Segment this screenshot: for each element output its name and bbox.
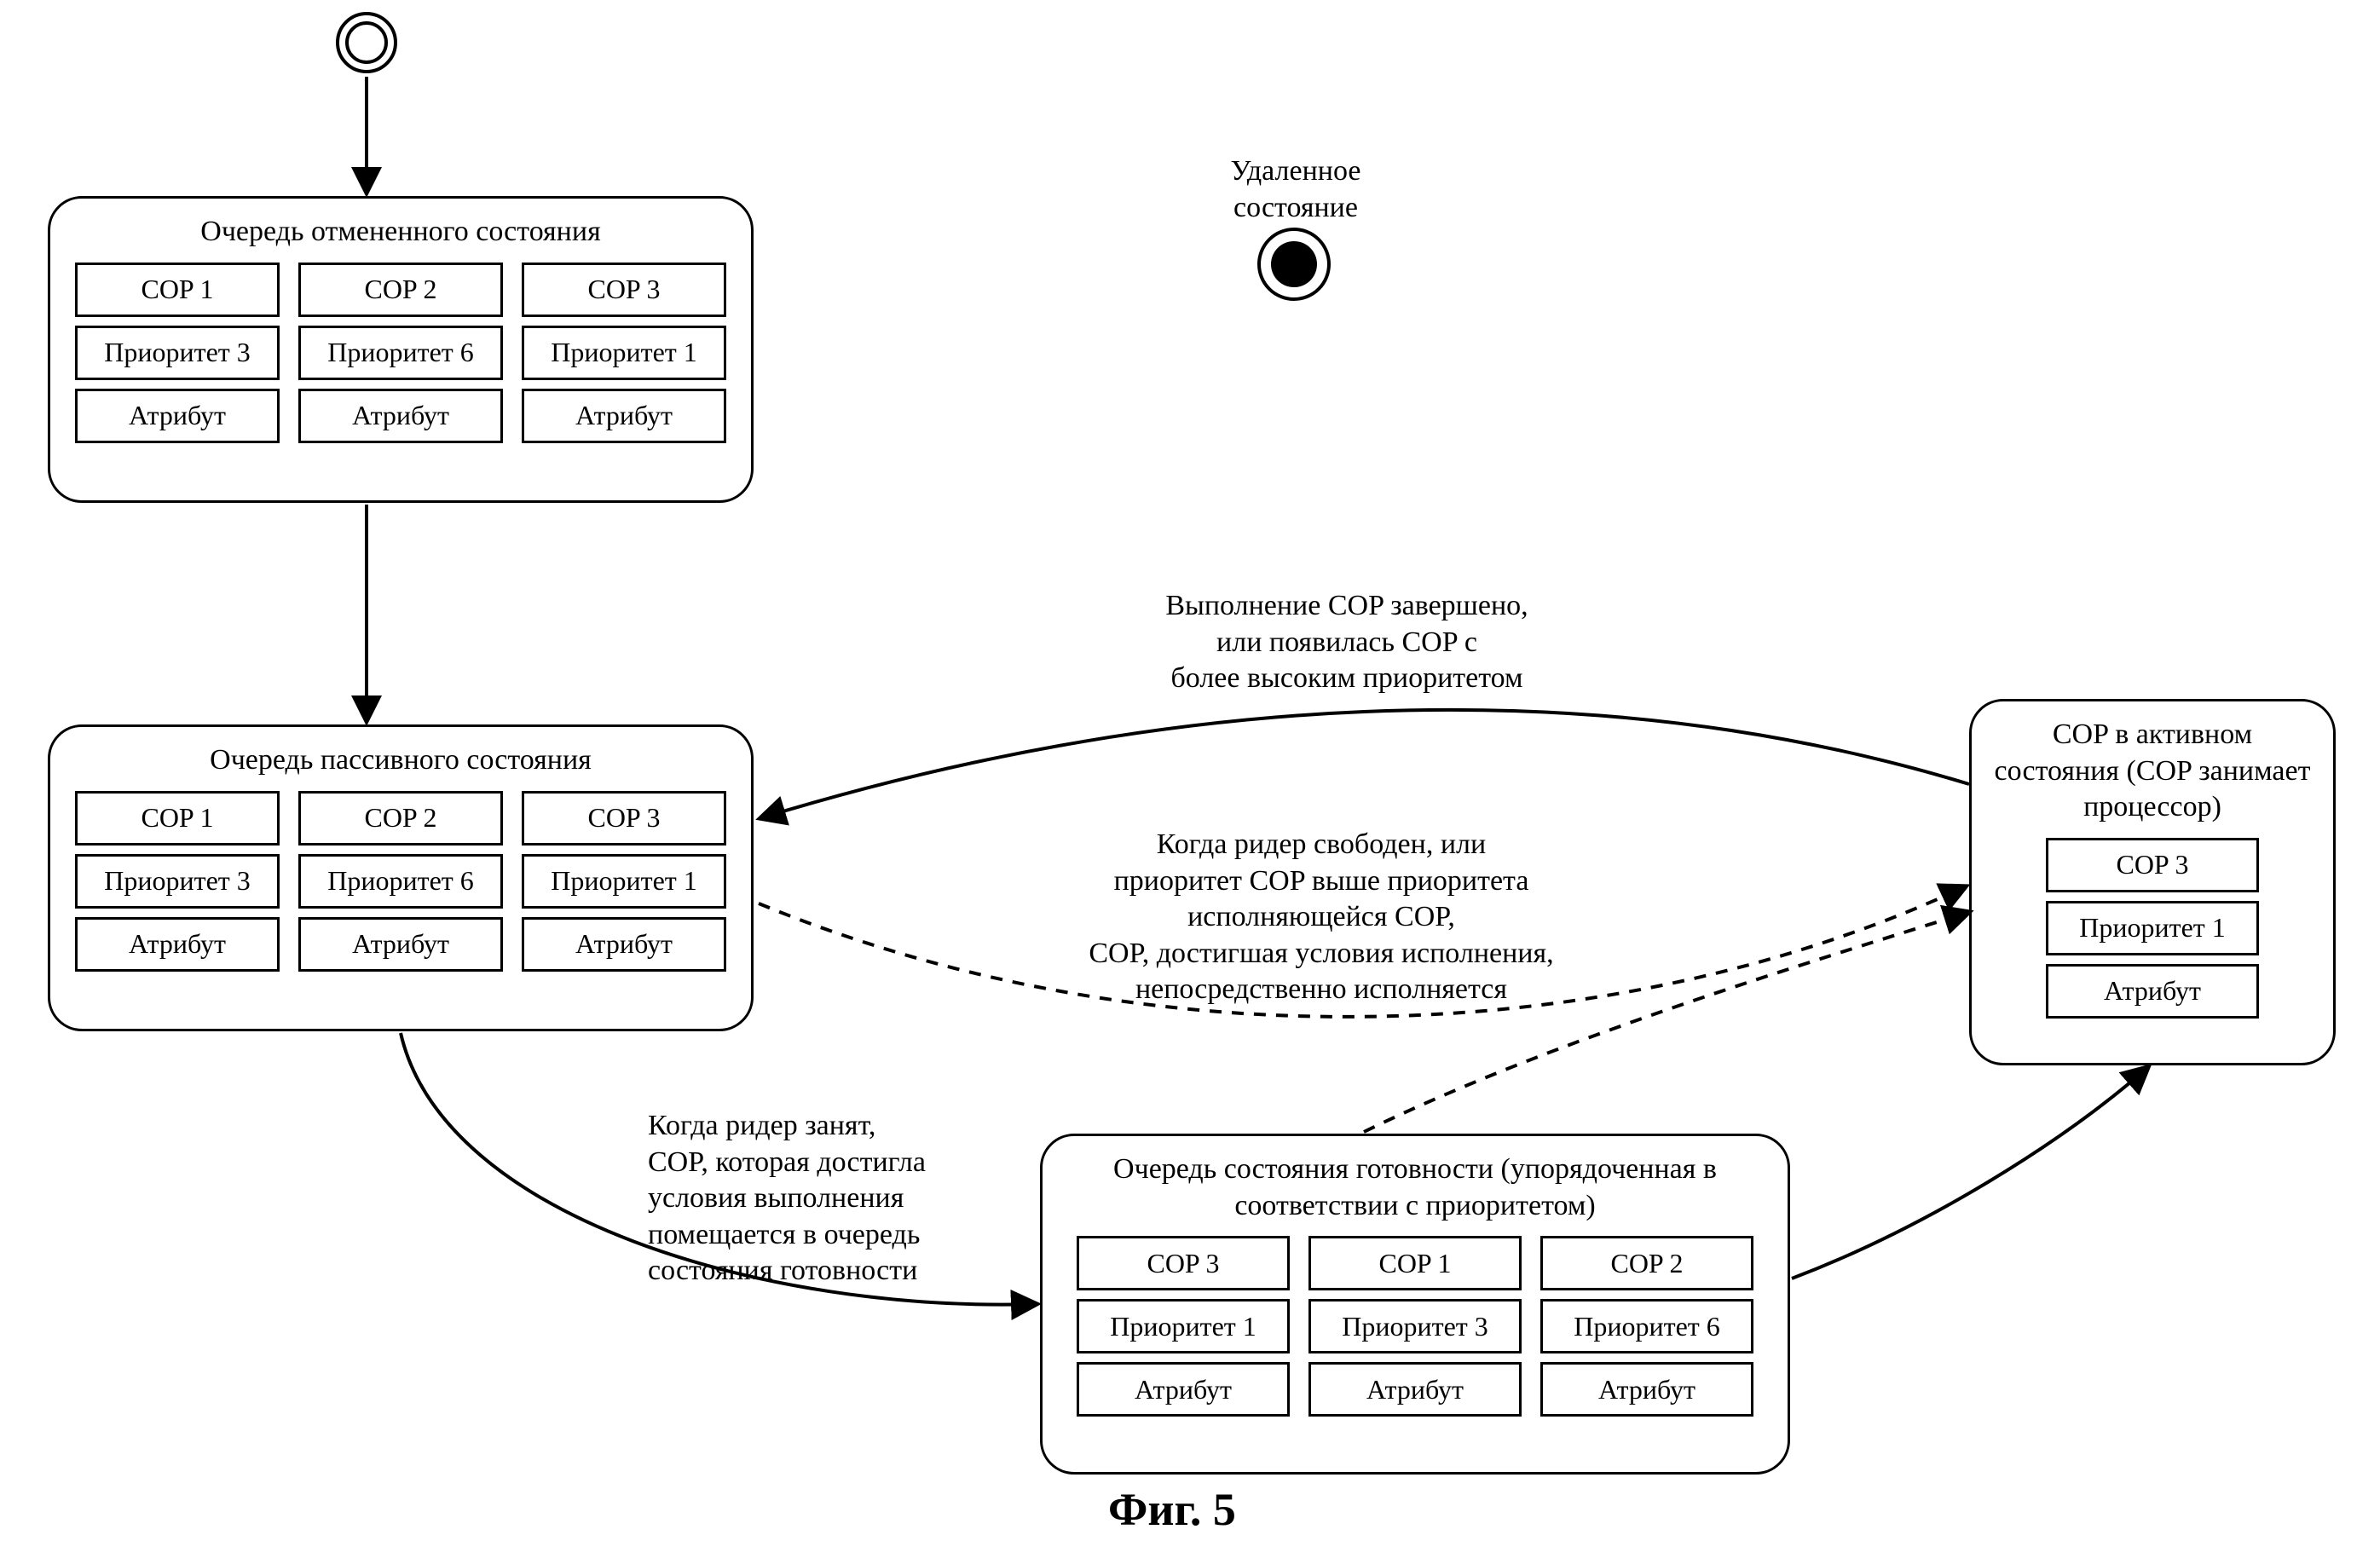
state-passive-title: Очередь пассивного состояния [71, 742, 731, 779]
cop-priority: Приоритет 6 [1540, 1299, 1753, 1353]
cop-id: COP 3 [2046, 838, 2259, 892]
state-ready-title: Очередь состояния готовности (упорядочен… [1063, 1151, 1767, 1224]
cop-card: COP 2 Приоритет 6 Атрибут [298, 263, 503, 443]
cop-attr: Атрибут [522, 917, 726, 972]
cop-priority: Приоритет 1 [2046, 901, 2259, 955]
cop-id: COP 2 [1540, 1236, 1753, 1290]
cop-priority: Приоритет 3 [75, 326, 280, 380]
cop-priority: Приоритет 6 [298, 326, 503, 380]
cop-priority: Приоритет 6 [298, 854, 503, 909]
cop-card: COP 1 Приоритет 3 Атрибут [75, 263, 280, 443]
end-node-icon [1257, 228, 1331, 301]
state-active-title: COP в активном состояния (COP занимает п… [1992, 717, 2313, 826]
edge-label-active-to-passive: Выполнение COP завершено, или появилась … [1040, 588, 1654, 697]
cop-attr: Атрибут [298, 389, 503, 443]
cop-id: COP 3 [522, 791, 726, 846]
cop-id: COP 2 [298, 791, 503, 846]
cop-card: COP 3 Приоритет 1 Атрибут [522, 791, 726, 972]
cop-attr: Атрибут [1077, 1362, 1290, 1417]
state-cancelled-title: Очередь отмененного состояния [71, 214, 731, 251]
state-cancelled: Очередь отмененного состояния COP 1 Прио… [48, 196, 754, 503]
state-passive: Очередь пассивного состояния COP 1 Приор… [48, 724, 754, 1031]
state-active: COP в активном состояния (COP занимает п… [1969, 699, 2336, 1065]
cop-card: COP 3 Приоритет 1 Атрибут [1077, 1236, 1290, 1417]
cop-card: COP 2 Приоритет 6 Атрибут [298, 791, 503, 972]
cop-id: COP 3 [522, 263, 726, 317]
state-ready: Очередь состояния готовности (упорядочен… [1040, 1134, 1790, 1475]
cop-card: COP 1 Приоритет 3 Атрибут [1308, 1236, 1522, 1417]
cop-priority: Приоритет 1 [522, 326, 726, 380]
deleted-state-label: Удаленное состояние [1176, 153, 1415, 226]
cop-attr: Атрибут [75, 389, 280, 443]
edge-active-to-passive [760, 710, 1969, 818]
edge-ready-to-active [1792, 1067, 2148, 1278]
cop-id: COP 1 [1308, 1236, 1522, 1290]
cop-card: COP 3 Приоритет 1 Атрибут [522, 263, 726, 443]
cop-priority: Приоритет 1 [1077, 1299, 1290, 1353]
cop-attr: Атрибут [1540, 1362, 1753, 1417]
cop-id: COP 2 [298, 263, 503, 317]
cop-card: COP 1 Приоритет 3 Атрибут [75, 791, 280, 972]
edge-label-passive-to-active: Когда ридер свободен, или приоритет COP … [972, 827, 1671, 1008]
cop-attr: Атрибут [522, 389, 726, 443]
cop-attr: Атрибут [298, 917, 503, 972]
cop-priority: Приоритет 3 [75, 854, 280, 909]
cop-id: COP 1 [75, 791, 280, 846]
figure-caption: Фиг. 5 [1108, 1483, 1236, 1536]
start-node-icon [336, 12, 397, 73]
cop-card: COP 2 Приоритет 6 Атрибут [1540, 1236, 1753, 1417]
cop-attr: Атрибут [1308, 1362, 1522, 1417]
cop-id: COP 3 [1077, 1236, 1290, 1290]
cop-card: COP 3 Приоритет 1 Атрибут [2046, 838, 2259, 1019]
cop-attr: Атрибут [75, 917, 280, 972]
cop-priority: Приоритет 3 [1308, 1299, 1522, 1353]
cop-priority: Приоритет 1 [522, 854, 726, 909]
cop-attr: Атрибут [2046, 964, 2259, 1019]
edge-label-passive-to-ready: Когда ридер занят, COP, которая достигла… [648, 1108, 1040, 1290]
cop-id: COP 1 [75, 263, 280, 317]
diagram-stage: Удаленное состояние Очередь отмененного … [0, 0, 2380, 1541]
